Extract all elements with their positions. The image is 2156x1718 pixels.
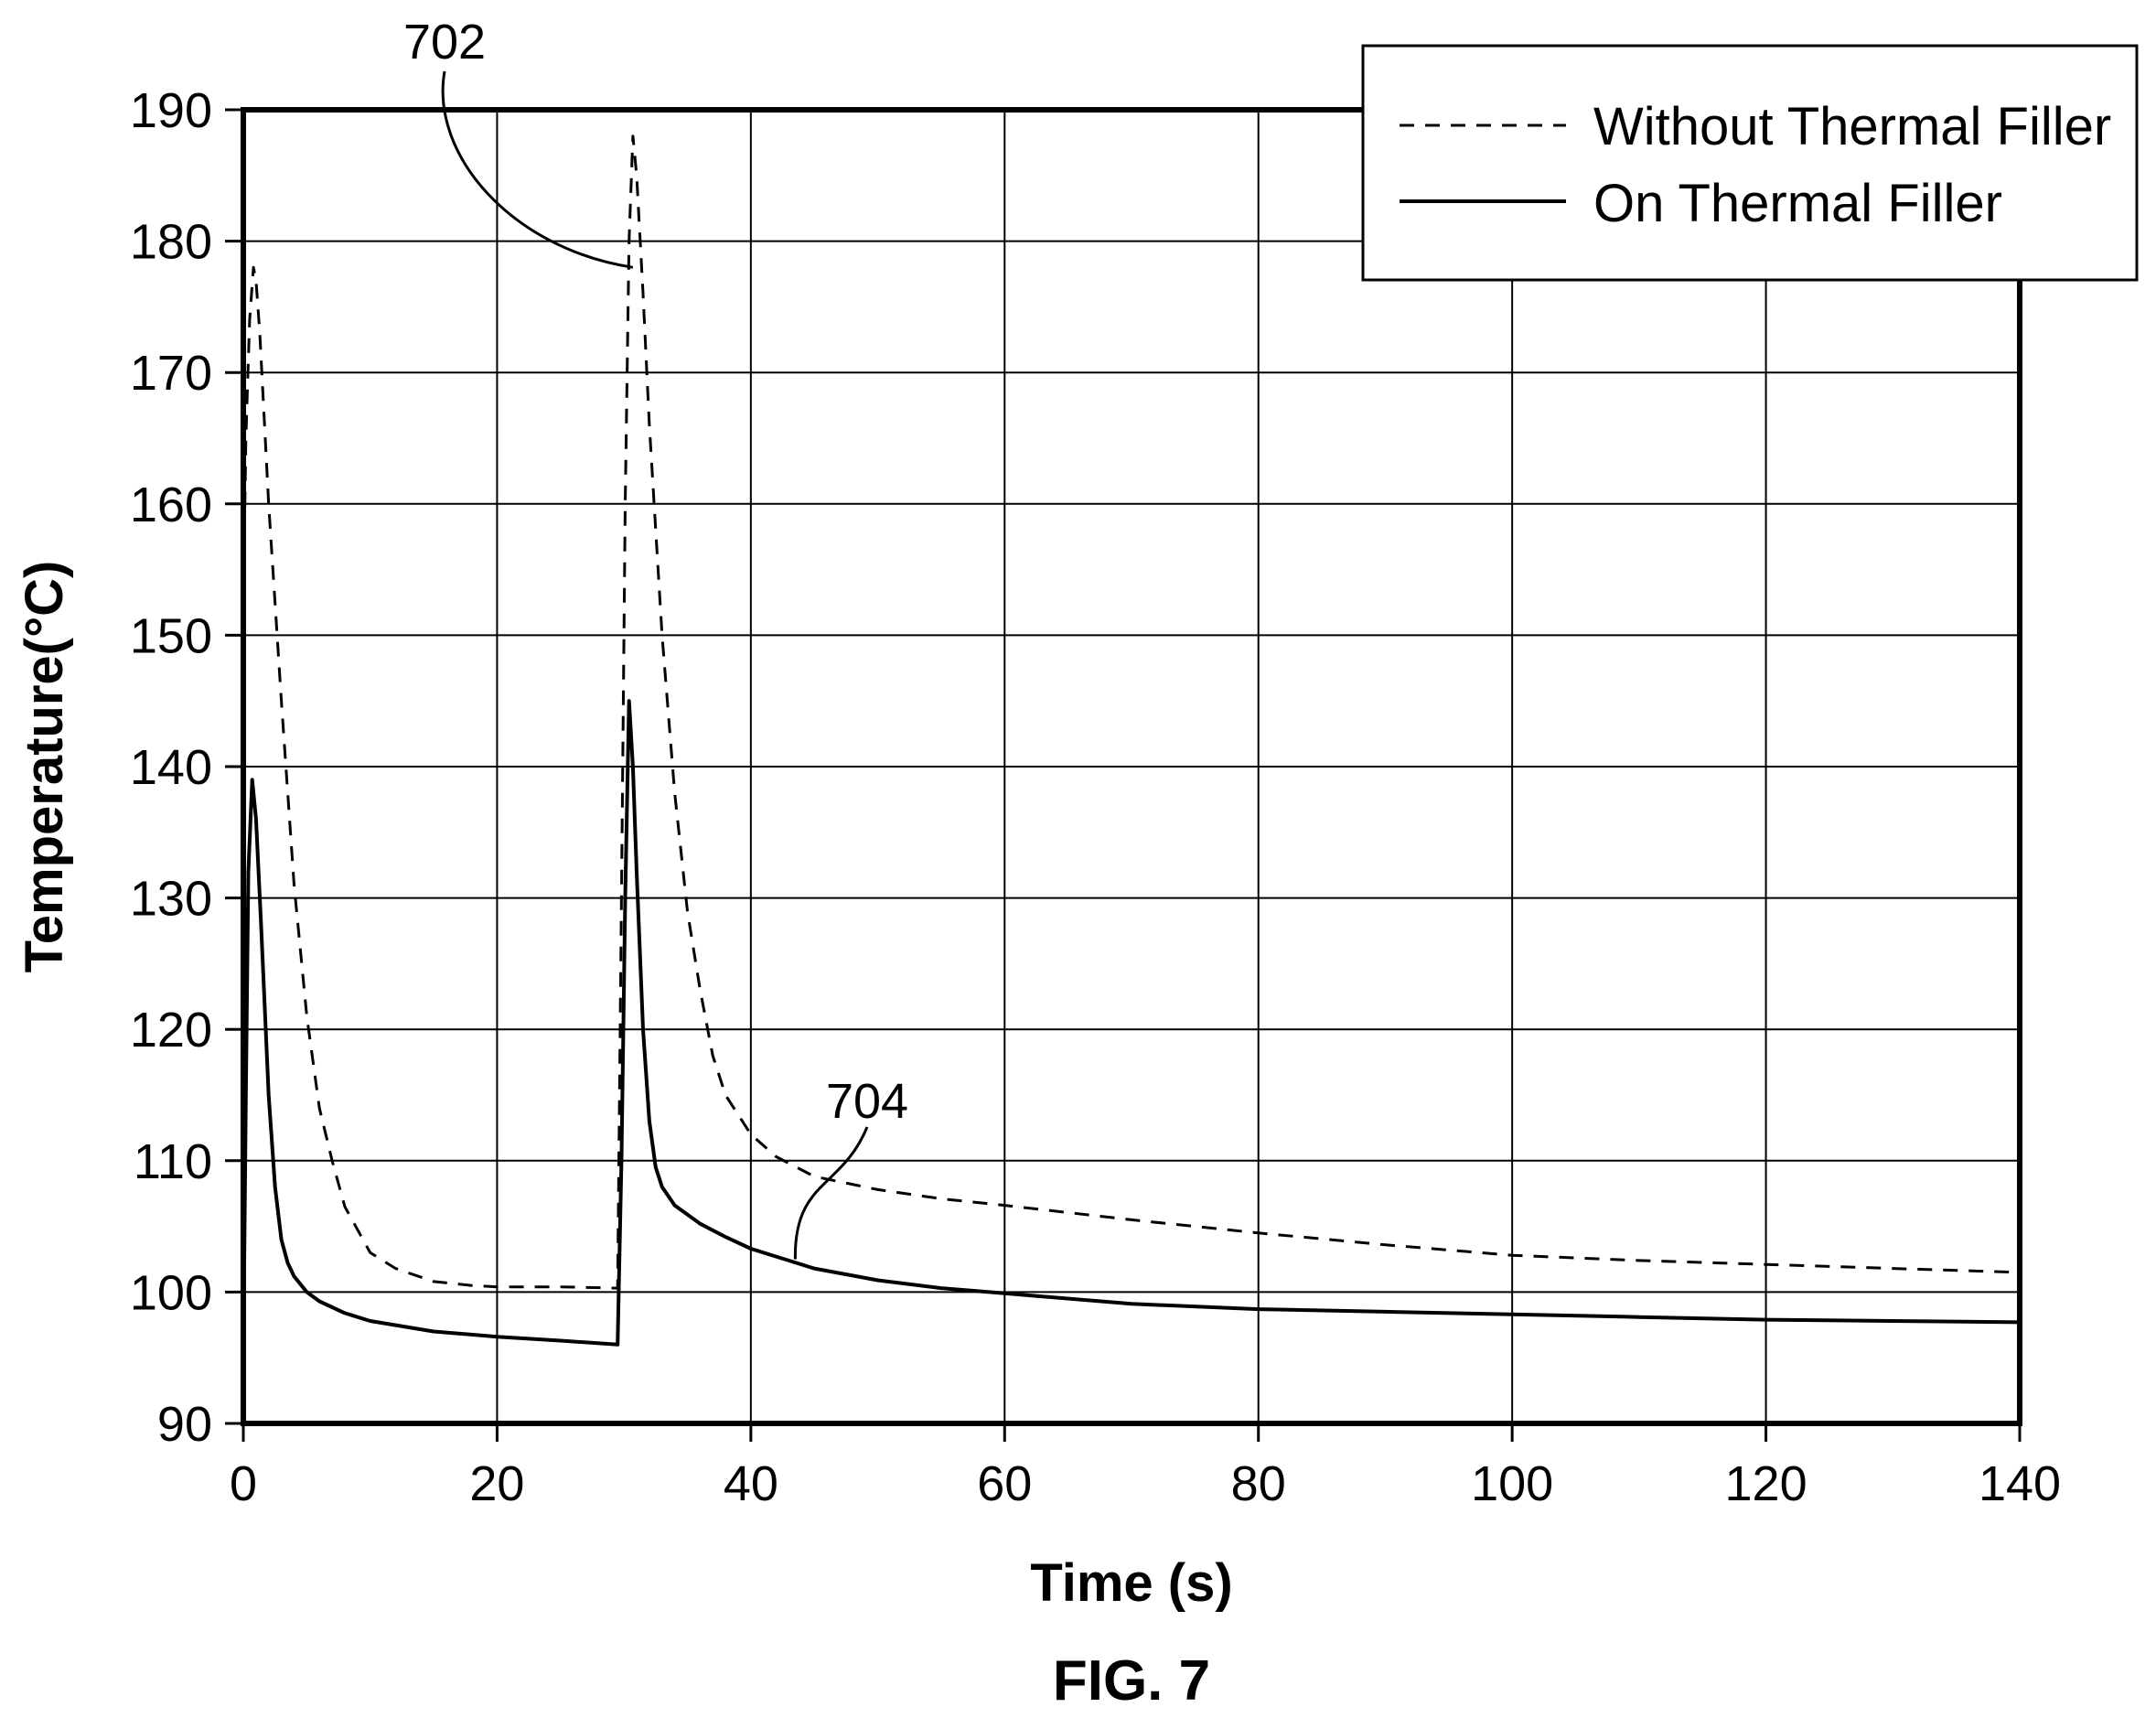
x-tick-label-20: 20: [469, 1456, 524, 1511]
reference-annotations: 702 704: [403, 15, 908, 1260]
x-tick-label-40: 40: [724, 1456, 778, 1511]
annotation-704-leader: [793, 1126, 869, 1260]
annotation-702-leader: [441, 70, 634, 269]
gridlines: [242, 109, 2021, 1424]
y-tick-label-160: 160: [130, 478, 212, 532]
series-line-without-thermal-filler: [241, 134, 2021, 1290]
y-tick-label-100: 100: [130, 1265, 212, 1320]
y-tick-label-180: 180: [130, 215, 212, 270]
y-tick-label-120: 120: [130, 1003, 212, 1058]
y-tick-label-190: 190: [130, 83, 212, 138]
x-axis-label: Time (s): [1030, 1553, 1232, 1613]
x-tick-label-80: 80: [1231, 1456, 1286, 1511]
x-tick-label-140: 140: [1979, 1456, 2061, 1511]
annotation-702-label: 702: [403, 15, 486, 70]
axis-ticks: 0 20 40 60 80 100 120 140 90 100 110 120 130 140 150 16…: [130, 83, 2061, 1511]
y-tick-label-90: 90: [157, 1397, 212, 1452]
y-axis-label: Temperature(°C): [15, 561, 74, 973]
y-tick-label-110: 110: [134, 1134, 212, 1189]
y-tick-label-140: 140: [130, 740, 212, 795]
legend-entry-without-thermal-filler: Without Thermal Filler: [1593, 97, 2111, 156]
x-tick-label-120: 120: [1725, 1456, 1807, 1511]
y-tick-label-150: 150: [130, 608, 212, 663]
x-tick-label-100: 100: [1471, 1456, 1553, 1511]
annotation-704-label: 704: [826, 1074, 908, 1129]
legend: Without Thermal Filler On Thermal Filler: [1361, 44, 2139, 282]
series-line-on-thermal-filler: [241, 699, 2021, 1358]
legend-box: [1361, 44, 2139, 282]
y-tick-label-170: 170: [130, 346, 212, 401]
y-tick-label-130: 130: [130, 872, 212, 927]
series-lines: [241, 134, 2021, 1358]
x-tick-label-0: 0: [230, 1456, 257, 1511]
figure-label: FIG. 7: [1053, 1649, 1210, 1713]
x-tick-label-60: 60: [977, 1456, 1032, 1511]
legend-entry-on-thermal-filler: On Thermal Filler: [1593, 174, 2002, 233]
